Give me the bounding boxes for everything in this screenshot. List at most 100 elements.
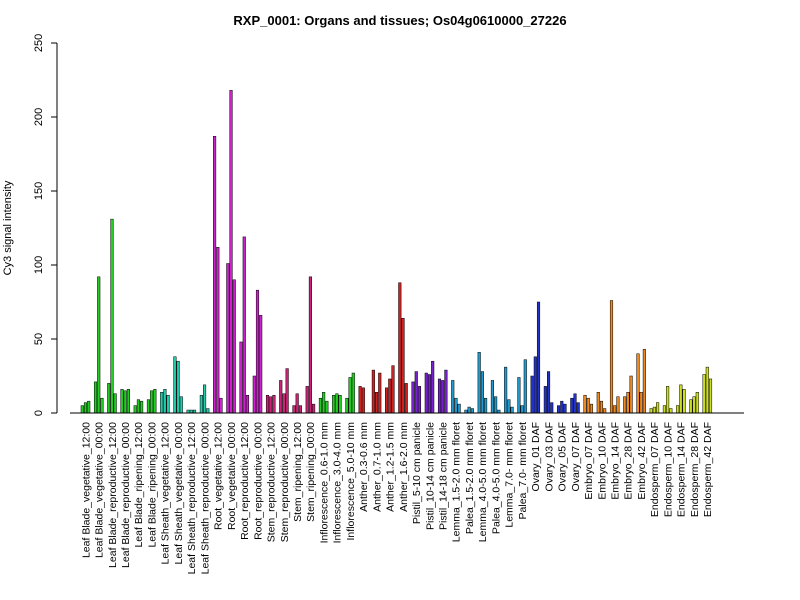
bar <box>295 393 299 414</box>
x-tick-label: Anther_0.7-1.0 mm <box>371 422 383 512</box>
bar-series <box>80 90 713 414</box>
bar <box>642 349 646 414</box>
bar <box>603 408 607 414</box>
bar <box>682 389 686 414</box>
bar <box>285 368 289 414</box>
bar <box>547 371 551 414</box>
bar <box>279 380 283 414</box>
bar <box>507 399 511 414</box>
bar <box>414 371 418 414</box>
x-tick-label: Leaf Sheath_vegetative_12:00 <box>160 422 172 565</box>
bar <box>361 387 365 414</box>
bar <box>371 369 375 414</box>
bar <box>345 397 349 414</box>
bar <box>484 397 488 414</box>
bar <box>242 236 246 414</box>
bar <box>444 369 448 414</box>
bar <box>375 392 379 414</box>
y-tick-label: 200 <box>33 108 45 126</box>
bar <box>259 315 263 414</box>
x-tick-label: Leaf Blade_vegetative_00:00 <box>94 422 106 558</box>
bar <box>150 390 154 414</box>
bar <box>599 400 604 414</box>
y-axis: 0 50 100 150 200 250 <box>33 34 58 416</box>
bar <box>229 90 233 414</box>
bar <box>136 399 140 414</box>
x-tick-label: Root_vegetative_12:00 <box>213 422 225 530</box>
bar <box>676 405 680 414</box>
y-tick-label: 100 <box>33 256 45 274</box>
y-tick-label: 50 <box>33 333 45 345</box>
y-tick-label: 250 <box>33 34 45 52</box>
bar <box>305 386 309 414</box>
bar <box>97 276 101 414</box>
x-tick-label: Leaf Blade_reproductive_00:00 <box>120 422 132 568</box>
x-tick-label: Stem_reproductive_00:00 <box>279 422 291 542</box>
bar <box>80 405 84 414</box>
bar <box>199 394 203 414</box>
x-tick-label: Ovary_07 DAF <box>570 422 582 491</box>
bar <box>652 406 656 414</box>
bar <box>385 387 389 414</box>
x-tick-label: Endosperm_07 DAF <box>649 422 661 517</box>
x-tick-label: Inflorescence_0.6-1.0 mm <box>318 422 330 544</box>
x-tick-label: Endosperm_10 DAF <box>662 422 674 517</box>
bar <box>292 405 296 414</box>
bar <box>560 400 564 414</box>
bar <box>679 384 683 414</box>
bar <box>563 403 567 414</box>
bar <box>282 393 286 414</box>
bar <box>457 403 461 414</box>
bar <box>437 378 442 414</box>
bar <box>424 372 428 414</box>
bar <box>666 386 670 414</box>
bar <box>431 360 435 414</box>
bar <box>176 360 180 414</box>
x-tick-label: Pistil_10-14 cm panicle <box>424 422 436 530</box>
bar <box>308 276 312 414</box>
bar <box>338 394 342 414</box>
x-tick-label: Anther_1.2-1.5 mm <box>385 422 397 512</box>
bar <box>318 397 322 414</box>
x-tick-label: Embryo_14 DAF <box>610 422 622 500</box>
bar <box>93 381 98 414</box>
bar <box>123 390 127 414</box>
bar <box>411 381 415 414</box>
bar <box>656 402 660 414</box>
bar <box>490 380 494 414</box>
bar <box>348 377 352 414</box>
bar <box>708 378 713 414</box>
bar <box>173 356 177 414</box>
bar <box>226 263 230 414</box>
bar <box>689 399 693 414</box>
x-tick-label: Ovary_03 DAF <box>543 422 555 491</box>
x-tick-label: Embryo_28 DAF <box>623 422 635 500</box>
bar <box>335 393 339 414</box>
bar <box>573 393 577 414</box>
bar <box>596 392 600 414</box>
bar <box>269 396 273 414</box>
x-tick-label: Endosperm_42 DAF <box>702 422 714 517</box>
bar <box>530 375 534 414</box>
y-tick-label: 150 <box>33 182 45 200</box>
bar <box>427 374 432 414</box>
bar <box>550 402 554 414</box>
x-tick-label: Leaf Blade_ripening_00:00 <box>146 422 158 548</box>
bar <box>586 397 590 414</box>
bar <box>120 389 124 414</box>
bar <box>87 400 91 414</box>
bar <box>110 218 114 414</box>
bar <box>322 392 326 414</box>
bar <box>245 394 250 414</box>
bar <box>639 392 643 414</box>
bar <box>153 389 157 414</box>
x-tick-label: Leaf Blade_ripening_12:00 <box>133 422 145 548</box>
x-tick-label: Leaf Sheath_reproductive_00:00 <box>199 422 211 575</box>
bar <box>494 396 498 414</box>
bar <box>626 392 630 414</box>
x-tick-label: Root_reproductive_12:00 <box>239 422 251 540</box>
bar <box>160 392 164 414</box>
x-tick-label: Leaf Sheath_reproductive_12:00 <box>186 422 198 575</box>
bar <box>523 359 527 414</box>
bar <box>163 389 167 414</box>
